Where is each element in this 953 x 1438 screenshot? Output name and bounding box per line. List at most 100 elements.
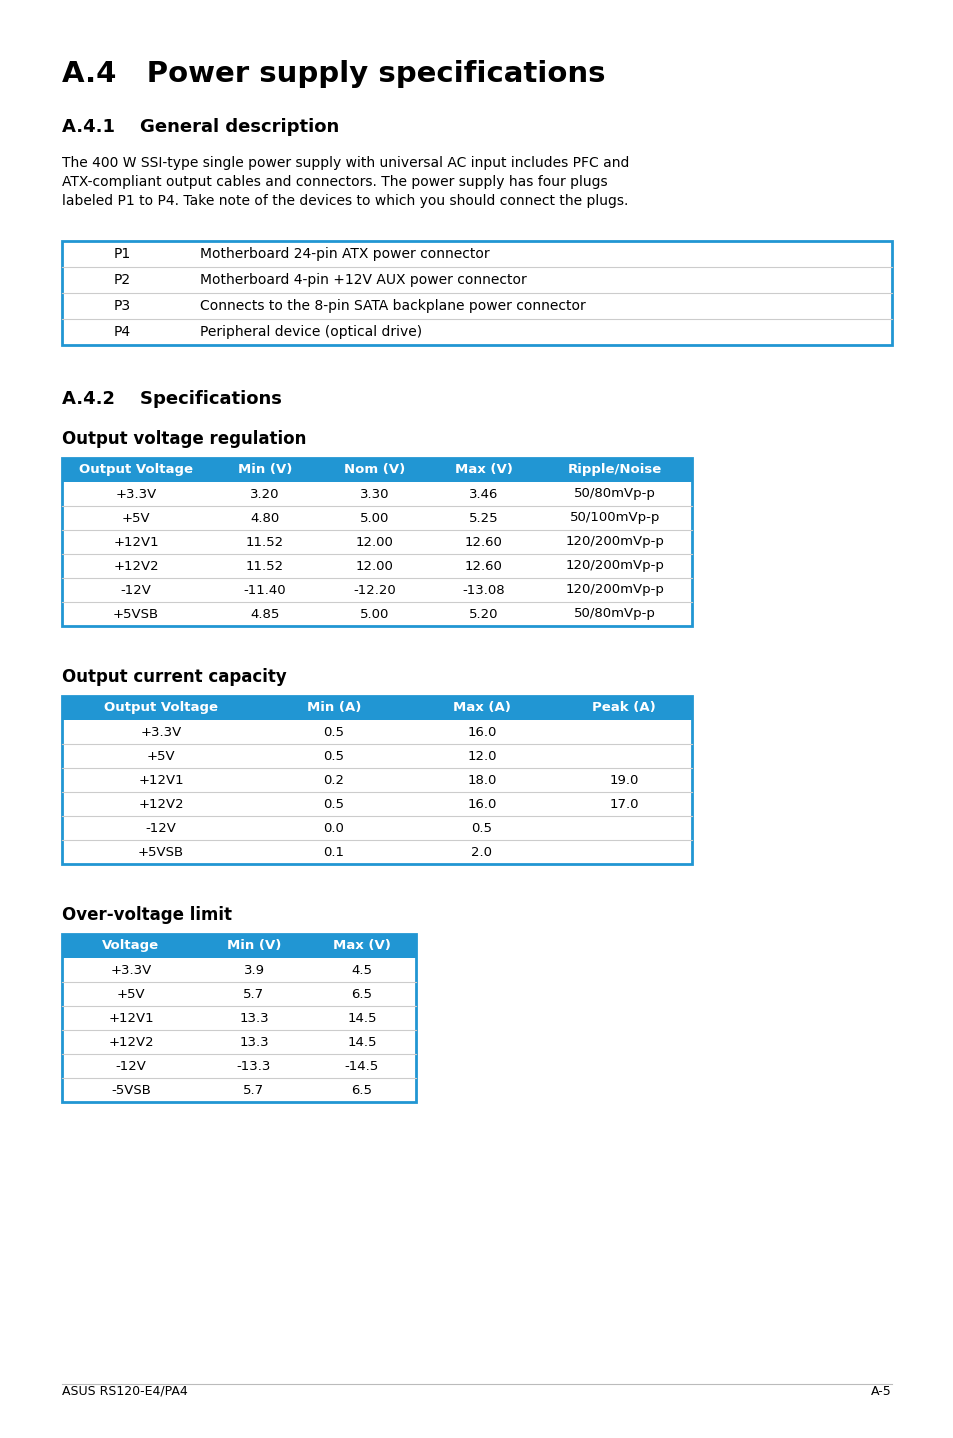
Bar — [62, 935, 416, 958]
Text: -12V: -12V — [120, 584, 152, 597]
Text: 3.20: 3.20 — [250, 487, 279, 500]
Text: -12V: -12V — [115, 1060, 146, 1073]
Text: +5VSB: +5VSB — [112, 607, 159, 621]
Text: 0.2: 0.2 — [323, 774, 344, 787]
Text: 12.0: 12.0 — [467, 749, 497, 762]
Text: Max (V): Max (V) — [455, 463, 513, 476]
Text: The 400 W SSI-type single power supply with universal AC input includes PFC and: The 400 W SSI-type single power supply w… — [62, 155, 629, 170]
Text: Nom (V): Nom (V) — [344, 463, 405, 476]
Text: +12V1: +12V1 — [108, 1011, 153, 1024]
Text: 12.60: 12.60 — [464, 535, 502, 548]
Text: 16.0: 16.0 — [467, 726, 497, 739]
Text: +3.3V: +3.3V — [140, 726, 181, 739]
Text: A.4   Power supply specifications: A.4 Power supply specifications — [62, 60, 605, 88]
Text: 3.46: 3.46 — [469, 487, 498, 500]
Text: A.4.2    Specifications: A.4.2 Specifications — [62, 390, 281, 408]
Text: 12.00: 12.00 — [355, 535, 394, 548]
Text: 14.5: 14.5 — [347, 1011, 376, 1024]
Text: Output Voltage: Output Voltage — [79, 463, 193, 476]
Text: ATX-compliant output cables and connectors. The power supply has four plugs: ATX-compliant output cables and connecto… — [62, 175, 607, 188]
Text: +12V1: +12V1 — [138, 774, 184, 787]
Text: 0.5: 0.5 — [471, 821, 492, 834]
Text: labeled P1 to P4. Take note of the devices to which you should connect the plugs: labeled P1 to P4. Take note of the devic… — [62, 194, 628, 209]
Text: A-5: A-5 — [870, 1385, 891, 1398]
Text: 3.9: 3.9 — [243, 963, 264, 976]
Text: 0.5: 0.5 — [323, 749, 344, 762]
Text: +12V1: +12V1 — [113, 535, 158, 548]
Text: Min (A): Min (A) — [307, 702, 361, 715]
Text: 5.00: 5.00 — [360, 512, 389, 525]
Text: 11.52: 11.52 — [246, 559, 284, 572]
Text: +5VSB: +5VSB — [138, 846, 184, 858]
Text: Peripheral device (optical drive): Peripheral device (optical drive) — [200, 325, 421, 339]
Text: 0.5: 0.5 — [323, 798, 344, 811]
Text: -12.20: -12.20 — [354, 584, 395, 597]
Text: +12V2: +12V2 — [138, 798, 184, 811]
Bar — [62, 696, 691, 720]
Text: Motherboard 24-pin ATX power connector: Motherboard 24-pin ATX power connector — [200, 247, 489, 262]
Text: -13.08: -13.08 — [462, 584, 505, 597]
Text: 4.80: 4.80 — [250, 512, 279, 525]
Text: Max (A): Max (A) — [453, 702, 511, 715]
Text: Motherboard 4-pin +12V AUX power connector: Motherboard 4-pin +12V AUX power connect… — [200, 273, 526, 288]
Text: 50/100mVp-p: 50/100mVp-p — [569, 512, 659, 525]
Bar — [62, 242, 891, 345]
Text: ASUS RS120-E4/PA4: ASUS RS120-E4/PA4 — [62, 1385, 188, 1398]
Text: +5V: +5V — [116, 988, 145, 1001]
Text: Voltage: Voltage — [102, 939, 159, 952]
Text: 50/80mVp-p: 50/80mVp-p — [574, 487, 656, 500]
Text: 13.3: 13.3 — [239, 1035, 269, 1048]
Text: 13.3: 13.3 — [239, 1011, 269, 1024]
Text: -14.5: -14.5 — [345, 1060, 378, 1073]
Text: 18.0: 18.0 — [467, 774, 497, 787]
Text: +12V2: +12V2 — [108, 1035, 153, 1048]
Text: 5.25: 5.25 — [469, 512, 498, 525]
Text: 5.7: 5.7 — [243, 988, 264, 1001]
Bar — [62, 457, 691, 626]
Text: 6.5: 6.5 — [351, 988, 372, 1001]
Text: 5.00: 5.00 — [360, 607, 389, 621]
Text: 50/80mVp-p: 50/80mVp-p — [574, 607, 656, 621]
Text: -13.3: -13.3 — [236, 1060, 271, 1073]
Text: Output current capacity: Output current capacity — [62, 669, 287, 686]
Text: 120/200mVp-p: 120/200mVp-p — [565, 559, 663, 572]
Text: 0.5: 0.5 — [323, 726, 344, 739]
Text: Output voltage regulation: Output voltage regulation — [62, 430, 306, 449]
Text: +3.3V: +3.3V — [111, 963, 152, 976]
Bar — [62, 935, 416, 1102]
Text: Peak (A): Peak (A) — [592, 702, 655, 715]
Text: -12V: -12V — [146, 821, 176, 834]
Text: Ripple/Noise: Ripple/Noise — [567, 463, 661, 476]
Text: A.4.1    General description: A.4.1 General description — [62, 118, 339, 137]
Text: P1: P1 — [113, 247, 131, 262]
Text: -11.40: -11.40 — [243, 584, 286, 597]
Text: Min (V): Min (V) — [227, 939, 281, 952]
Text: 14.5: 14.5 — [347, 1035, 376, 1048]
Text: Connects to the 8-pin SATA backplane power connector: Connects to the 8-pin SATA backplane pow… — [200, 299, 585, 313]
Text: Max (V): Max (V) — [333, 939, 391, 952]
Text: 4.85: 4.85 — [250, 607, 279, 621]
Text: +5V: +5V — [122, 512, 151, 525]
Text: 0.0: 0.0 — [323, 821, 344, 834]
Text: 19.0: 19.0 — [609, 774, 638, 787]
Text: P4: P4 — [113, 325, 131, 339]
Text: 16.0: 16.0 — [467, 798, 497, 811]
Text: 12.60: 12.60 — [464, 559, 502, 572]
Text: +5V: +5V — [147, 749, 175, 762]
Text: Output Voltage: Output Voltage — [104, 702, 218, 715]
Text: 120/200mVp-p: 120/200mVp-p — [565, 584, 663, 597]
Text: 3.30: 3.30 — [360, 487, 390, 500]
Text: 4.5: 4.5 — [351, 963, 372, 976]
Text: 0.1: 0.1 — [323, 846, 344, 858]
Text: P2: P2 — [113, 273, 131, 288]
Text: -5VSB: -5VSB — [111, 1083, 151, 1097]
Text: P3: P3 — [113, 299, 131, 313]
Bar — [62, 696, 691, 864]
Text: 6.5: 6.5 — [351, 1083, 372, 1097]
Text: +12V2: +12V2 — [113, 559, 158, 572]
Text: 12.00: 12.00 — [355, 559, 394, 572]
Text: 5.7: 5.7 — [243, 1083, 264, 1097]
Text: 11.52: 11.52 — [246, 535, 284, 548]
Bar — [62, 457, 691, 482]
Text: +3.3V: +3.3V — [115, 487, 156, 500]
